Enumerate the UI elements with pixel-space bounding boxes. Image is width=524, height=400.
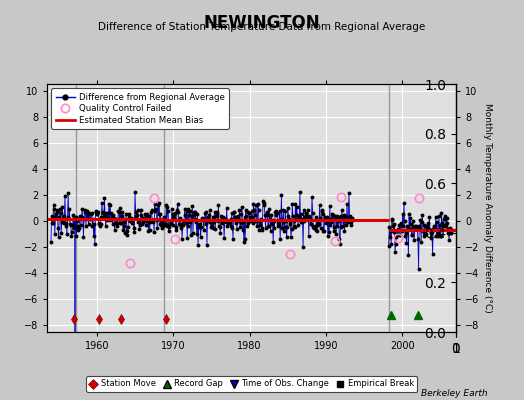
Y-axis label: Monthly Temperature Anomaly Difference (°C): Monthly Temperature Anomaly Difference (… xyxy=(484,103,493,313)
Legend: Station Move, Record Gap, Time of Obs. Change, Empirical Break: Station Move, Record Gap, Time of Obs. C… xyxy=(86,376,417,392)
Text: Berkeley Earth: Berkeley Earth xyxy=(421,389,487,398)
Text: NEWINGTON: NEWINGTON xyxy=(204,14,320,32)
Legend: Difference from Regional Average, Quality Control Failed, Estimated Station Mean: Difference from Regional Average, Qualit… xyxy=(51,88,229,129)
Text: Difference of Station Temperature Data from Regional Average: Difference of Station Temperature Data f… xyxy=(99,22,425,32)
